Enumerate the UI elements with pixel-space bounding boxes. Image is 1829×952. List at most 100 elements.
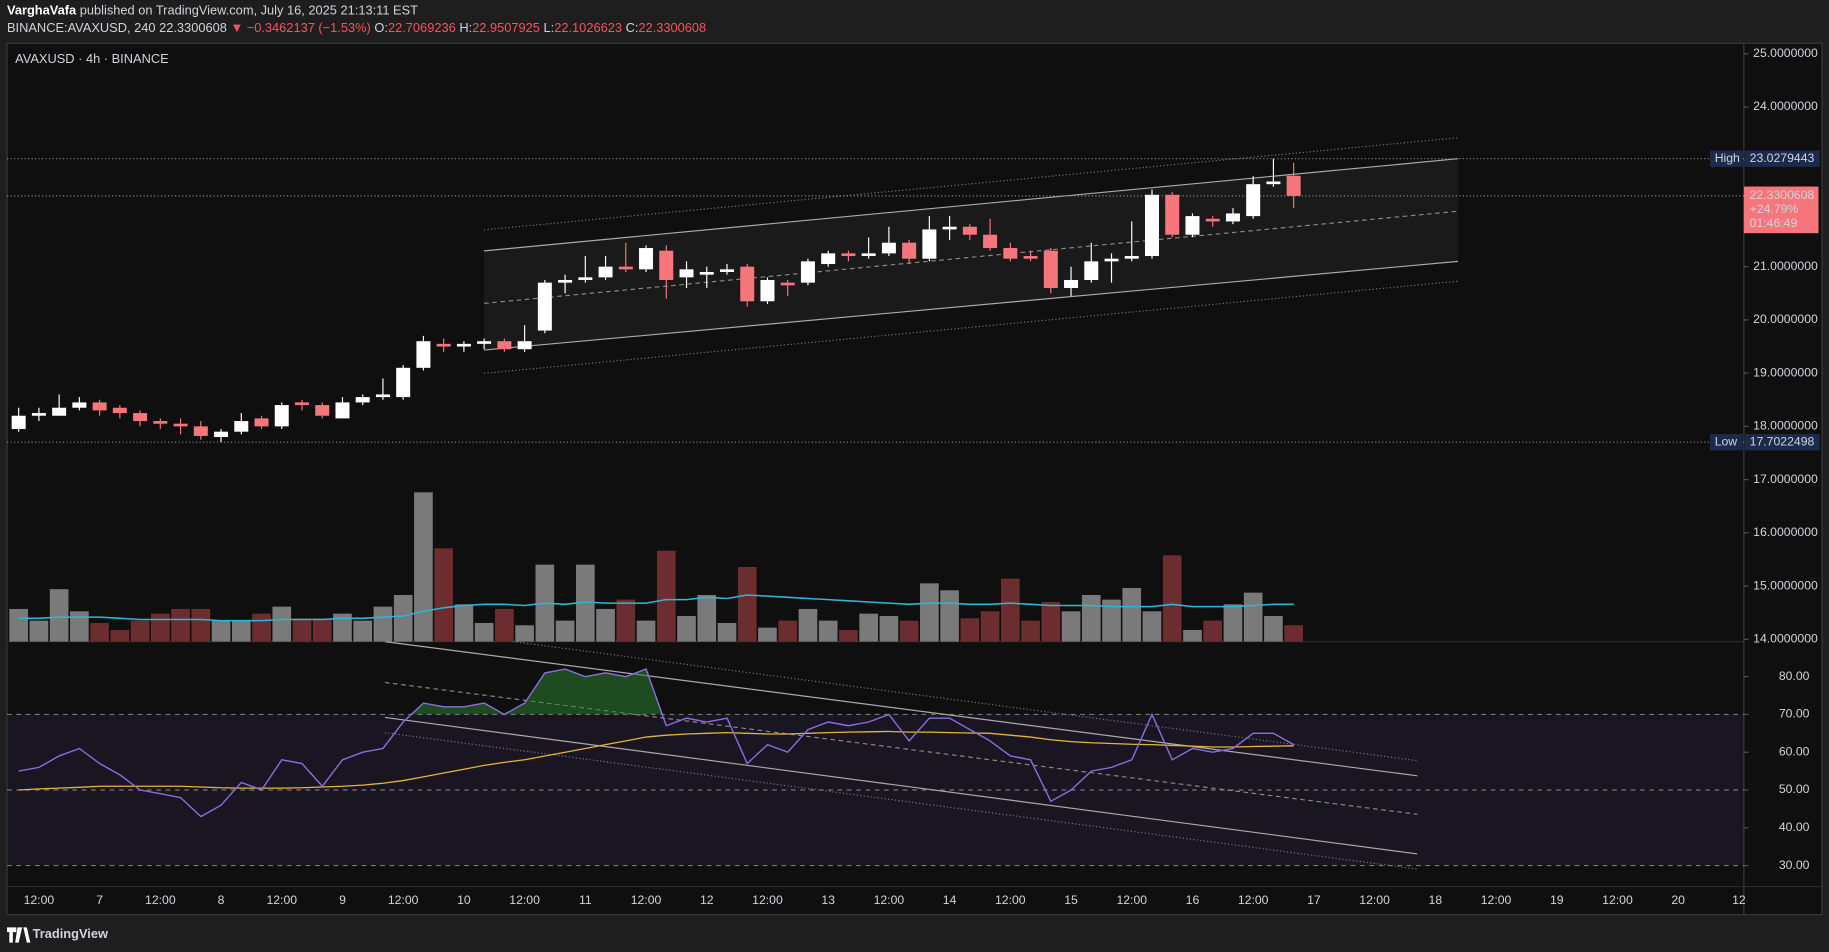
candle-body xyxy=(639,248,654,270)
change: ▼ −0.3462137 (−1.53%) xyxy=(230,21,370,36)
candle-body xyxy=(375,394,390,398)
candle-body xyxy=(1003,248,1018,259)
volume-bar xyxy=(1284,625,1303,642)
candle-body xyxy=(1165,194,1180,235)
volume-bar xyxy=(1142,611,1162,642)
candle-body xyxy=(456,343,471,347)
volume-bar xyxy=(920,583,939,642)
rsi-tick-label: 80.00 xyxy=(1779,669,1810,683)
candle-body xyxy=(497,341,512,350)
candle-body xyxy=(1286,175,1301,196)
candle-body xyxy=(962,226,977,235)
x-tick-label: 9 xyxy=(339,893,346,907)
rsi-overbought-fill xyxy=(18,669,1294,715)
l-value: 22.1026623 xyxy=(554,21,622,36)
low-name-box xyxy=(1710,434,1743,451)
volume-bar xyxy=(414,492,433,642)
candle-body xyxy=(558,279,573,283)
author: VarghaVafa xyxy=(7,3,77,18)
volume-bar xyxy=(555,620,575,642)
x-tick-label: 12:00 xyxy=(752,893,783,907)
candle-body xyxy=(416,341,431,368)
candle-body xyxy=(173,423,188,427)
volume-bar xyxy=(1264,615,1283,642)
price-tick-label: 15.0000000 xyxy=(1753,578,1818,592)
price-tick-label: 21.0000000 xyxy=(1753,259,1818,273)
candle-body xyxy=(1104,258,1119,262)
x-tick-label: 12:00 xyxy=(145,893,176,907)
last: 22.3300608 xyxy=(159,21,227,36)
rsi-tick-label: 60.00 xyxy=(1779,744,1810,758)
volume-bar xyxy=(252,613,271,642)
o-key: O: xyxy=(374,21,388,36)
candle-body xyxy=(92,402,107,411)
volume-bar xyxy=(272,606,292,642)
volume-bar xyxy=(171,608,190,642)
x-tick-label: 20 xyxy=(1671,893,1685,907)
published: published on TradingView.com, July 16, 2… xyxy=(80,3,418,18)
rsi-tick-label: 70.00 xyxy=(1779,707,1810,721)
volume-bar xyxy=(312,618,332,642)
volume-bar xyxy=(231,620,251,642)
candle-body xyxy=(679,269,694,278)
channel-bottom xyxy=(484,260,1459,351)
candle-body xyxy=(1246,184,1261,217)
x-tick-label: 12:00 xyxy=(1481,893,1512,907)
volume-bar xyxy=(656,550,676,642)
volume-bar xyxy=(1041,601,1061,642)
x-tick-label: 15 xyxy=(1064,893,1078,907)
volume-bar xyxy=(49,589,69,642)
volume-bar xyxy=(495,608,514,642)
rsi-channel-line xyxy=(384,716,1418,855)
volume-bar xyxy=(839,629,858,642)
candle-body xyxy=(760,279,775,302)
x-tick-label: 12:00 xyxy=(266,893,297,907)
volume-bar xyxy=(1243,592,1263,642)
candle-body xyxy=(193,426,208,436)
x-tick-label: 12:00 xyxy=(509,893,540,907)
x-tick-label: 8 xyxy=(218,893,225,907)
candle-body xyxy=(254,418,269,427)
candle-body xyxy=(841,253,856,257)
high-name: High xyxy=(1715,151,1740,165)
volume-bar xyxy=(737,566,757,642)
volume-bar xyxy=(1122,587,1142,642)
high-value: 23.0279443 xyxy=(1750,151,1815,165)
volume-bar xyxy=(434,548,453,642)
x-tick-label: 12:00 xyxy=(1359,893,1390,907)
price-tick-label: 24.0000000 xyxy=(1753,99,1818,113)
candle-body xyxy=(355,397,370,403)
volume-bar xyxy=(1000,578,1020,642)
high-name-box xyxy=(1710,150,1743,167)
volume-bar xyxy=(575,564,595,642)
candle-body xyxy=(31,413,46,416)
volume-bar xyxy=(150,613,170,642)
x-tick-label: 12:00 xyxy=(1116,893,1147,907)
volume-bar xyxy=(859,613,878,642)
rsi-tick-label: 50.00 xyxy=(1779,782,1810,796)
candle-body xyxy=(517,341,532,350)
x-tick-label: 12:00 xyxy=(1602,893,1633,907)
candle-body xyxy=(436,343,451,347)
candle-body xyxy=(1064,279,1079,288)
candle-body xyxy=(861,253,876,257)
volume-bar xyxy=(879,615,899,642)
x-tick-label: 18 xyxy=(1429,893,1443,907)
candle-body xyxy=(659,250,674,280)
x-tick-label: 12:00 xyxy=(631,893,662,907)
candle-body xyxy=(881,242,896,254)
volume-bar xyxy=(454,604,474,642)
volume-bar xyxy=(474,622,494,642)
volume-bar xyxy=(29,620,49,642)
o-value: 22.7069236 xyxy=(388,21,456,36)
volume-bar xyxy=(636,620,656,642)
c-value: 22.3300608 xyxy=(638,21,706,36)
volume-bar xyxy=(798,608,818,642)
volume-bar xyxy=(9,608,28,642)
channel-top xyxy=(484,158,1459,252)
c-key: C: xyxy=(626,21,639,36)
x-tick-label: 19 xyxy=(1550,893,1564,907)
x-tick-label: 14 xyxy=(943,893,957,907)
low-value: 17.7022498 xyxy=(1750,434,1815,448)
